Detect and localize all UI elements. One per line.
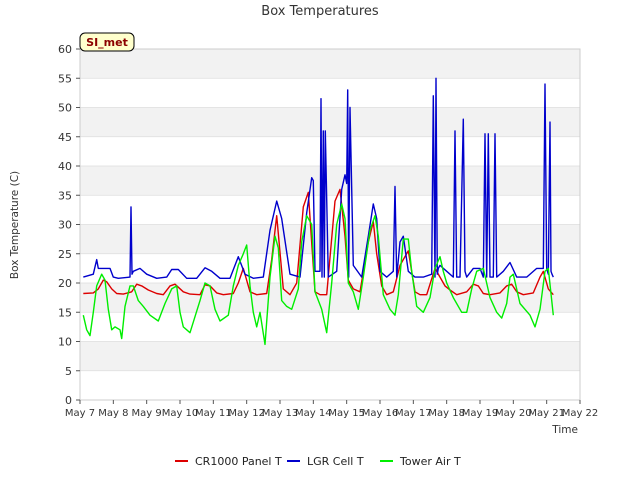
y-tick-label: 15 (58, 306, 72, 319)
y-tick-label: 50 (58, 102, 72, 115)
y-tick-label: 55 (58, 72, 72, 85)
x-tick-label: May 22 (562, 408, 599, 419)
background-band (80, 78, 580, 108)
x-tick-label: May 10 (162, 408, 199, 419)
background-band (80, 370, 580, 400)
x-axis-label: Time (551, 424, 578, 436)
legend-label: Tower Air T (399, 455, 461, 468)
y-tick-label: 45 (58, 131, 72, 144)
background-band (80, 341, 580, 371)
legend: CR1000 Panel T LGR Cell T Tower Air T (175, 455, 461, 468)
legend-label: CR1000 Panel T (195, 455, 282, 468)
series-line-cr1000-panel-t (83, 188, 554, 296)
y-tick-label: 10 (58, 336, 72, 349)
background-band (80, 312, 580, 342)
x-tick-label: May 20 (495, 408, 532, 419)
x-tick-label: May 18 (428, 408, 465, 419)
x-tick-label: May 12 (228, 408, 265, 419)
chart-title: Box Temperatures (261, 4, 379, 19)
background-band (80, 195, 580, 225)
x-tick-label: May 9 (132, 408, 162, 419)
y-tick-label: 40 (58, 160, 72, 173)
series-line-lgr-cell-t (83, 77, 554, 279)
y-tick-label: 5 (65, 365, 72, 378)
background-band (80, 136, 580, 166)
y-axis-label: Box Temperature (C) (9, 171, 21, 279)
background-band (80, 49, 580, 79)
y-tick-label: 60 (58, 43, 72, 56)
x-tick-label: May 14 (295, 408, 332, 419)
x-tick-label: May 11 (195, 408, 232, 419)
x-tick-label: May 16 (362, 408, 399, 419)
x-tick-label: May 15 (328, 408, 365, 419)
legend-label: LGR Cell T (307, 455, 364, 468)
station-label: SI_met (86, 36, 128, 49)
x-tick-label: May 8 (98, 408, 128, 419)
background-band (80, 224, 580, 254)
station-annotation: SI_met (79, 32, 135, 52)
y-tick-label: 20 (58, 277, 72, 290)
x-tick-label: May 13 (262, 408, 299, 419)
background-band (80, 107, 580, 137)
y-tick-label: 35 (58, 189, 72, 202)
series-line-tower-air-t (82, 203, 554, 346)
x-tick-label: May 7 (65, 408, 95, 419)
x-tick-label: May 21 (528, 408, 565, 419)
y-tick-label: 0 (65, 394, 72, 407)
y-tick-label: 25 (58, 248, 72, 261)
x-tick-label: May 19 (462, 408, 499, 419)
x-tick-label: May 17 (395, 408, 432, 419)
background-band (80, 166, 580, 196)
y-tick-label: 30 (58, 219, 72, 232)
